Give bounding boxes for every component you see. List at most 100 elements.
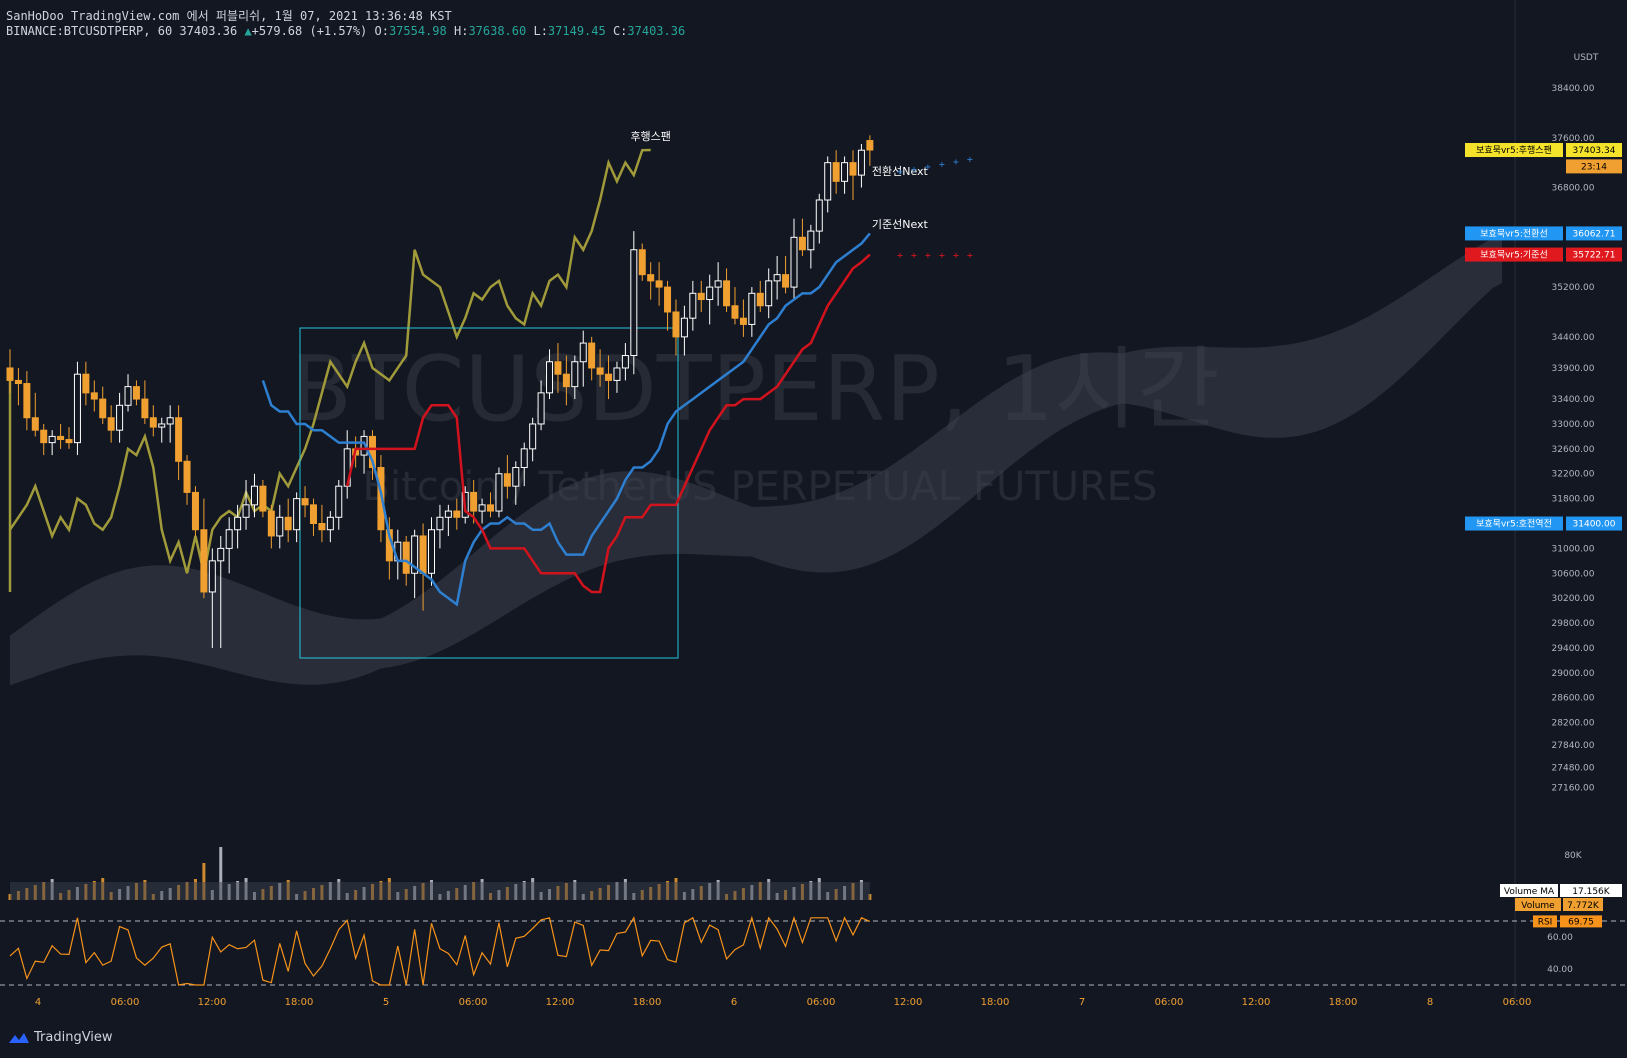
time-tick-label: 12:00 xyxy=(546,997,575,1008)
price-tag-value: 35722.71 xyxy=(1573,251,1616,261)
price-tag-value-bg xyxy=(1566,226,1622,241)
candle-body xyxy=(664,286,672,313)
ohlc-legend: BINANCE:BTCUSDTPERP, 60 37403.36 ▲+579.6… xyxy=(6,24,686,38)
rsi-value-bg xyxy=(1560,915,1602,928)
price-tag-name: 보효묵vr5:전환선 xyxy=(1480,227,1547,239)
volume-bar xyxy=(219,847,223,900)
tenkan-next-marker: + xyxy=(897,167,903,178)
candle-body xyxy=(815,199,823,232)
candle-body xyxy=(579,342,587,363)
candle-body xyxy=(520,448,528,469)
candle-body xyxy=(613,367,621,381)
candle-body xyxy=(318,523,326,531)
candle-body xyxy=(31,417,39,431)
candle-body xyxy=(470,491,478,512)
price-tag: 보효묵vr5:전환선 36062.71 xyxy=(1465,226,1622,241)
candle-body xyxy=(680,317,688,338)
price-tick-label: 29000.00 xyxy=(1552,669,1595,679)
candle-body xyxy=(141,398,149,419)
candle-body xyxy=(82,373,90,394)
time-tick-label: 4 xyxy=(35,997,41,1008)
tenkan-next-label: 전환선Next xyxy=(872,165,929,178)
candle-body xyxy=(428,529,435,574)
rsi-line xyxy=(9,915,871,986)
candle-body xyxy=(40,429,48,444)
candle-body xyxy=(638,249,646,276)
candle-body xyxy=(832,162,840,182)
volume-value-bg xyxy=(1563,898,1603,911)
price-change: +579.68 (+1.57%) xyxy=(251,24,368,38)
candle-body xyxy=(284,516,292,531)
candle-body xyxy=(65,439,73,444)
price-tag: 보효묵vr5:후행스팬 37403.34 xyxy=(1465,143,1622,158)
price-tag: 23:14 xyxy=(1566,159,1622,174)
tradingview-logo[interactable]: TradingView xyxy=(8,1030,113,1045)
volume-axis-label: 80K xyxy=(1564,851,1582,861)
tenkan-next-marker: + xyxy=(967,155,973,166)
price-tick-label: 33900.00 xyxy=(1552,364,1595,374)
candle-body xyxy=(588,342,596,369)
volume-ma-area xyxy=(10,882,870,900)
candle-body xyxy=(267,510,275,537)
tenkan-next-marker: + xyxy=(925,162,931,173)
time-tick-label: 18:00 xyxy=(633,997,662,1008)
candle-body xyxy=(23,383,31,419)
candle-body xyxy=(335,485,343,518)
volume-tag-label: Volume xyxy=(1521,901,1555,911)
candle-body xyxy=(73,373,81,444)
candle-body xyxy=(57,435,65,441)
last-price: 37403.36 xyxy=(179,24,238,38)
time-tick-label: 12:00 xyxy=(198,997,227,1008)
price-tag-name-bg xyxy=(1465,247,1563,262)
candle-body xyxy=(546,361,554,394)
price-tick-label: 27160.00 xyxy=(1552,783,1595,793)
time-tick-label: 06:00 xyxy=(1503,997,1532,1008)
price-unit-label: USDT xyxy=(1574,53,1599,63)
time-tick-label: 7 xyxy=(1079,997,1085,1008)
candle-body xyxy=(402,541,410,574)
candle-body xyxy=(756,292,764,307)
candle-body xyxy=(841,162,849,182)
price-tag-value-bg xyxy=(1566,143,1622,158)
candle-body xyxy=(149,417,157,428)
price-tick-label: 28600.00 xyxy=(1552,694,1595,704)
candle-body xyxy=(107,417,115,431)
volume-bar xyxy=(202,863,206,900)
price-tag-name-bg xyxy=(1465,143,1563,158)
time-tick-label: 06:00 xyxy=(459,997,488,1008)
rsi-value: 69.75 xyxy=(1568,917,1594,927)
ichimoku-cloud xyxy=(10,229,1503,686)
candle-body xyxy=(360,435,368,456)
volume-ma-value-bg xyxy=(1560,884,1622,897)
price-tick-label: 38400.00 xyxy=(1552,84,1595,94)
kijun-next-marker: + xyxy=(967,251,973,262)
price-tag-value-bg xyxy=(1566,159,1622,174)
candle-body xyxy=(748,292,756,325)
candle-body xyxy=(191,491,199,531)
price-tick-label: 35200.00 xyxy=(1552,283,1595,293)
price-tick-label: 33400.00 xyxy=(1552,395,1595,405)
rsi-tick-label: 40.00 xyxy=(1547,965,1573,975)
candle-body xyxy=(116,404,124,431)
candle-body xyxy=(807,230,815,251)
price-tick-label: 30600.00 xyxy=(1552,569,1595,579)
kijun-line xyxy=(345,253,871,594)
candle-body xyxy=(857,149,865,176)
price-tag: 보효묵vr5:기준선 35722.71 xyxy=(1465,247,1622,262)
candle-body xyxy=(503,473,511,487)
candle-body xyxy=(444,510,452,518)
candle-body xyxy=(166,417,174,425)
kijun-next-label: 기준선Next xyxy=(872,218,929,231)
candle-body xyxy=(309,504,317,525)
symbol-label: BINANCE:BTCUSDTPERP, 60 xyxy=(6,24,173,38)
candle-body xyxy=(99,398,107,419)
volume-tag-bg xyxy=(1515,898,1561,911)
price-tag-name: 보효묵vr5:기준선 xyxy=(1480,250,1547,261)
up-arrow-icon: ▲ xyxy=(244,24,252,38)
candle-body xyxy=(790,236,798,288)
candle-body xyxy=(706,286,714,301)
price-tick-label: 28200.00 xyxy=(1552,719,1595,729)
time-tick-label: 12:00 xyxy=(1242,997,1271,1008)
candle-body xyxy=(183,460,191,493)
